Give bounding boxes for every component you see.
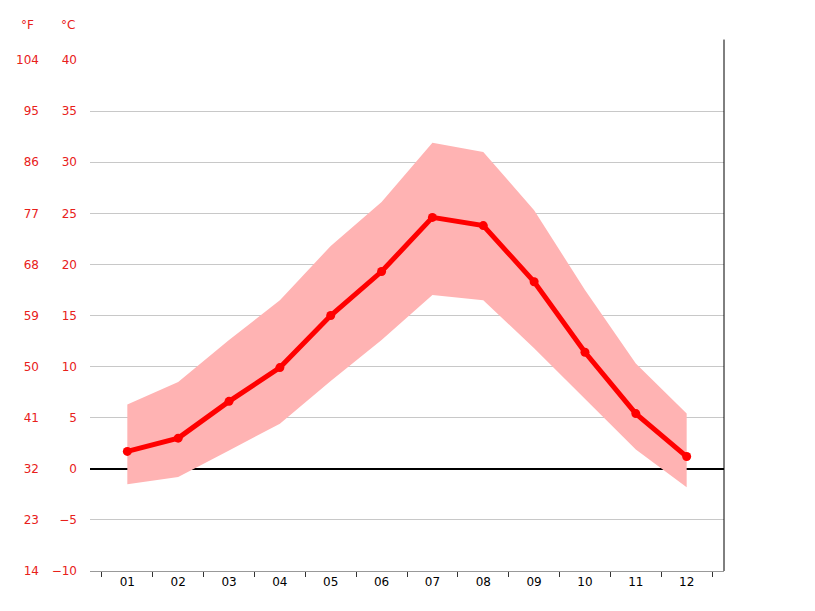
svg-text:06: 06 [374,575,389,589]
svg-text:86: 86 [24,155,39,169]
svg-text:32: 32 [24,462,39,476]
svg-text:30: 30 [62,155,77,169]
svg-text:05: 05 [323,575,338,589]
svg-text:08: 08 [476,575,491,589]
svg-text:104: 104 [16,53,39,67]
svg-text:°C: °C [61,18,75,32]
svg-text:77: 77 [24,207,39,221]
svg-text:01: 01 [120,575,135,589]
svg-text:95: 95 [24,104,39,118]
svg-text:68: 68 [24,258,39,272]
svg-text:5: 5 [69,411,77,425]
svg-text:09: 09 [526,575,541,589]
svg-text:20: 20 [62,258,77,272]
svg-text:15: 15 [62,309,77,323]
svg-text:25: 25 [62,207,77,221]
svg-text:35: 35 [62,104,77,118]
svg-text:07: 07 [425,575,440,589]
svg-text:50: 50 [24,360,39,374]
svg-text:0: 0 [69,462,77,476]
svg-text:04: 04 [272,575,287,589]
svg-text:°F: °F [21,18,34,32]
svg-text:10: 10 [577,575,592,589]
svg-text:59: 59 [24,309,39,323]
svg-text:−10: −10 [52,564,77,578]
svg-text:12: 12 [679,575,694,589]
svg-text:11: 11 [628,575,643,589]
svg-text:14: 14 [24,564,39,578]
svg-text:10: 10 [62,360,77,374]
svg-text:41: 41 [24,411,39,425]
svg-text:02: 02 [171,575,186,589]
svg-text:−5: −5 [59,513,77,527]
svg-text:03: 03 [221,575,236,589]
svg-text:40: 40 [62,53,77,67]
svg-text:23: 23 [24,513,39,527]
